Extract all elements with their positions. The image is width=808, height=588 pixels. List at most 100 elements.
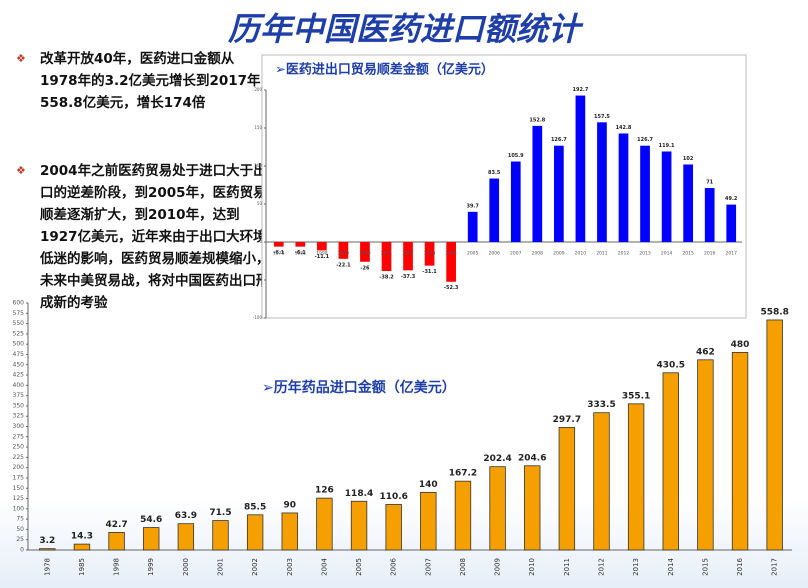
x-tick-label: 2007 [424,558,432,576]
x-tick-label: 2014 [661,251,673,257]
value-label: 126.7 [637,137,653,143]
inset-frame [261,54,747,319]
y-tick-label: 50 [257,201,263,206]
y-tick-label: 275 [13,433,25,440]
y-tick-label: 350 [13,402,25,409]
bar [212,520,229,551]
y-tick-label: 500 [13,341,25,348]
value-label: 83.5 [488,170,501,176]
x-tick-label: 1985 [295,251,307,257]
x-tick-label: 2004 [320,557,328,575]
x-tick-label: 1985 [78,558,86,576]
x-tick-label: 2000 [182,558,190,576]
y-tick-label: 0 [20,547,24,554]
bar [575,95,586,242]
x-tick-label: 2003 [286,558,294,576]
x-tick-label: 1998 [316,251,328,257]
bar [246,514,264,551]
value-label: 167.2 [449,469,477,479]
bar [446,242,456,282]
value-label: 126.7 [551,137,567,143]
value-label: 333.5 [587,400,615,410]
value-label: -26 [360,265,370,271]
x-tick-label: 2009 [553,251,565,257]
bar [662,372,679,551]
x-tick-label: 2008 [459,558,467,576]
x-tick-label: 2005 [355,558,363,576]
bar [143,527,160,551]
y-tick-label: 0 [259,239,262,244]
bar [338,242,349,259]
bar [381,242,392,272]
bullet: 改革开放40年，医药进口金额从1978年的3.2亿美元增长到2017年558.8… [14,48,270,114]
value-label: 157.5 [594,114,610,120]
value-label: 110.6 [379,492,407,502]
value-label: 105.9 [508,153,524,159]
y-tick-label: 225 [13,454,25,461]
bar [317,242,327,251]
y-tick-label: 175 [13,474,25,481]
value-label: 430.5 [657,360,685,370]
bar [360,242,370,262]
value-label: -52.3 [444,285,459,291]
value-label: 90 [284,500,297,510]
value-label: -38.2 [379,275,394,281]
y-tick-label: 200 [13,464,25,471]
value-label: 102 [683,156,694,162]
value-label: -6.1 [273,250,284,256]
x-tick-label: 2015 [701,558,709,576]
chart-title: ➢历年药品进口金额（亿美元） [262,379,456,396]
bullet: 2004年之前医药贸易处于进口大于出口的逆差阶段，到2005年，医药贸易顺差逐渐… [14,160,270,314]
chart-title: ➢医药进出口贸易顺差金额（亿美元） [275,62,494,78]
y-tick-label: 75 [16,516,24,523]
x-tick-label: 2002 [251,558,259,576]
bar [697,359,714,551]
x-tick-label: 2013 [639,251,651,257]
value-label: 63.9 [175,511,197,521]
bar [489,466,506,551]
y-tick-label: 25 [16,536,24,543]
bar [273,242,284,247]
x-tick-label: 2007 [510,251,522,257]
bar [640,145,650,242]
bar [593,412,610,551]
value-label: 142.8 [616,125,632,131]
x-tick-label: 2005 [467,251,479,257]
x-tick-label: 2012 [618,251,630,257]
bar [554,145,564,242]
x-tick-label: 2003 [424,251,436,257]
y-tick-label: 125 [13,495,25,502]
bar [281,512,298,551]
bar [597,122,607,242]
value-label: 54.6 [140,515,162,525]
x-tick-label: 2006 [390,557,398,575]
y-tick-label: -50 [255,277,262,282]
y-tick-label: 575 [13,310,25,317]
x-tick-label: 1978 [43,558,51,576]
value-label: 462 [696,347,715,357]
y-tick-label: 100 [254,163,262,168]
x-tick-label: 2017 [771,558,779,576]
value-label: 3.2 [39,536,55,546]
bar [295,242,306,247]
y-tick-label: 425 [13,372,25,379]
x-tick-label: 2011 [563,558,571,576]
value-label: 192.7 [572,87,588,93]
y-tick-label: 50 [16,526,24,533]
value-label: 480 [731,340,750,350]
value-label: -37.3 [401,274,416,280]
y-tick-label: 100 [13,505,25,512]
value-label: 71 [706,180,713,186]
bar [424,242,435,266]
value-label: 558.8 [760,307,788,317]
bar [661,151,672,242]
value-label: -6.1 [295,250,306,256]
value-label: 297.7 [553,415,581,425]
y-tick-label: 375 [13,392,25,399]
bar [704,188,715,242]
y-tick-label: -100 [253,315,263,320]
y-tick-label: 475 [13,351,25,358]
x-tick-label: 2017 [726,251,738,257]
bar [316,497,333,551]
